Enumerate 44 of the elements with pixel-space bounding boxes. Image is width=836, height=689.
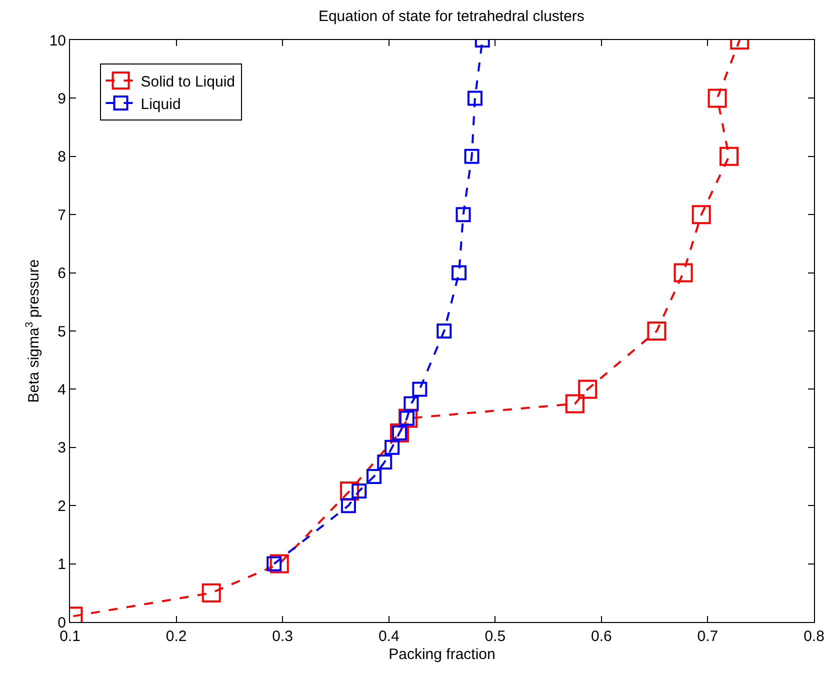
y-tick-label: 8 <box>58 148 66 166</box>
point <box>647 322 666 340</box>
point <box>464 148 480 164</box>
point <box>340 482 360 501</box>
point <box>270 554 289 574</box>
point <box>674 263 693 282</box>
point <box>384 440 400 455</box>
x-tick-label: 0.6 <box>591 628 612 645</box>
point <box>719 146 738 166</box>
y-tick-label: 2 <box>58 498 66 515</box>
legend-label: Solid to Liquid <box>140 73 235 90</box>
y-tick-label: 9 <box>58 90 66 108</box>
point <box>412 382 428 397</box>
y-tick-label: 10 <box>49 32 66 50</box>
x-axis-title: Packing fraction <box>388 646 496 663</box>
x-tick-label: 0.2 <box>166 628 187 645</box>
point <box>377 454 392 470</box>
point <box>692 205 711 224</box>
x-tick-label: 0.4 <box>378 628 400 645</box>
y-tick-label: 4 <box>58 381 66 398</box>
point <box>366 469 382 484</box>
legend-label: Liquid <box>140 96 181 113</box>
point <box>352 484 367 499</box>
y-tick-label: 6 <box>58 265 66 282</box>
point <box>436 324 452 338</box>
y-tick-label: 5 <box>58 323 66 340</box>
point <box>202 583 221 602</box>
point <box>404 396 419 412</box>
y-tick-label: 1 <box>58 556 66 574</box>
point <box>467 90 482 106</box>
point <box>708 88 727 108</box>
x-tick-label: 0.8 <box>804 628 824 645</box>
point <box>398 408 418 428</box>
point <box>578 380 598 399</box>
x-tick-label: 0.5 <box>484 628 506 645</box>
point <box>565 394 584 414</box>
chart-title: Equation of state for tetrahedral clusters <box>318 8 584 25</box>
point <box>452 265 467 280</box>
y-tick-label: 7 <box>58 206 66 224</box>
point <box>340 498 356 514</box>
x-tick-label: 0.7 <box>697 628 718 645</box>
point <box>456 207 471 222</box>
y-tick-label: 3 <box>58 440 66 457</box>
x-tick-label: 0.3 <box>272 628 293 645</box>
